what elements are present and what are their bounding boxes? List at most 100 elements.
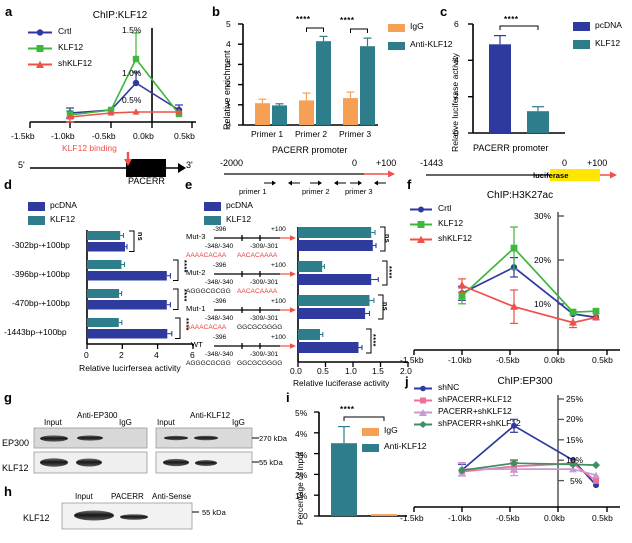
legend-item-shklf12: shKLF12 [58, 58, 93, 68]
panel-e-xlabel: Relative luciferase activity [293, 378, 390, 388]
panel-a-xtick-4: 0.5kb [174, 131, 195, 141]
panel-d-label: d [4, 177, 12, 192]
panel-c-construct-map [426, 169, 617, 181]
panel-b-map-right: +100 [376, 158, 397, 168]
panel-f-xtick-1: -1.0kb [448, 355, 472, 365]
panel-b-primer3-label: primer 3 [345, 187, 373, 196]
panel-d-cat-396: -396bp-+100bp [12, 269, 70, 279]
panel-a-plot [29, 28, 196, 128]
panel-a-xtick-0: -1.5kb [11, 131, 35, 141]
panel-a-xtick-2: -0.5kb [92, 131, 116, 141]
panel-c-map-right: +100 [587, 158, 608, 168]
panel-j-ytick-20: 20% [566, 414, 584, 424]
panel-j-legend-shnc: shNC [438, 382, 460, 392]
panel-j-plot [413, 395, 620, 512]
panel-d-cat-470: -470bp-+100bp [12, 298, 70, 308]
panel-f-legend-klf12: KLF12 [438, 218, 464, 228]
panel-e-wt-site1: -348/-340 [205, 351, 234, 358]
panel-b-xtick-primer3: Primer 3 [339, 129, 372, 139]
panel-e-mut1-site1: -348/-340 [205, 315, 234, 322]
panel-b-ytick-0: 0 [226, 120, 231, 130]
panel-e-mut2-left: -396 [213, 262, 227, 269]
panel-e-sig-wt: **** [369, 334, 376, 347]
panel-e-xtick-20: 2.0 [400, 366, 412, 376]
panel-j-ytick-5: 5% [570, 476, 583, 486]
panel-j-label: j [405, 374, 409, 389]
panel-e-mut3-seq2: AACACAAAA [237, 252, 278, 259]
panel-c-legend-swatch-pcdna [573, 22, 590, 31]
panel-j-ytick-10: 10% [566, 455, 584, 465]
panel-h-lane-input: Input [75, 492, 93, 501]
panel-e-mut1-seq1: AAAACACAA [186, 324, 227, 331]
panel-a-title: ChIP:KLF12 [92, 10, 148, 21]
panel-j-xtick-4: 0.5kb [592, 513, 613, 523]
panel-b-plot [238, 23, 378, 126]
panel-e-construct-mut3-name: Mut-3 [186, 232, 206, 241]
panel-e-wt-seq2: GGCGCGGGG [237, 360, 283, 367]
panel-c-legend-klf12: KLF12 [595, 38, 621, 48]
panel-h-label: h [4, 484, 12, 499]
panel-e-label: e [185, 177, 193, 192]
panel-b-xtick-primer2: Primer 2 [295, 129, 328, 139]
panel-d-xtick-2: 2 [119, 350, 124, 360]
panel-i-label: i [286, 390, 290, 405]
panel-i-ytick-5: 5% [295, 408, 308, 418]
legend-item-crtl: Crtl [58, 26, 72, 36]
panel-e-mut2-site2: -309/-301 [250, 279, 279, 286]
panel-j-xtick-2: -0.5kb [496, 513, 520, 523]
panel-c-plot [468, 23, 565, 134]
panel-h-marker-55: 55 kDa [202, 508, 226, 517]
panel-i-sig: **** [340, 405, 355, 414]
panel-j-legend-pacerr-shklf12: PACERR+shKLF12 [438, 406, 512, 416]
panel-j-xtick-3: 0.0kb [544, 513, 565, 523]
panel-e-construct-mut1-name: Mut-1 [186, 304, 206, 313]
panel-b-xtick-primer1: Primer 1 [251, 129, 284, 139]
panel-g-label: g [4, 390, 12, 405]
panel-i-ytick-2: 2% [295, 470, 308, 480]
panel-j-legend-shpacerr-klf12: shPACERR+KLF12 [438, 394, 512, 404]
panel-f-legend-crtl: Crtl [438, 203, 452, 213]
panel-b-ytick-1: 1 [226, 100, 231, 110]
panel-e-wt-map [214, 343, 296, 349]
panel-e-xtick-00: 0.0 [290, 366, 302, 376]
panel-f-xtick-0: -1.5kb [400, 355, 424, 365]
panel-d-xtick-0: 0 [84, 350, 89, 360]
panel-b-sig-2: **** [340, 16, 355, 25]
panel-b-ytick-2: 2 [226, 79, 231, 89]
panel-e-mut3-site2: -309/-301 [250, 243, 279, 250]
panel-b-xlabel: PACERR promoter [272, 145, 348, 155]
panel-e-mut2-seq2: AACACAAAA [237, 288, 278, 295]
panel-b-primer1-label: primer 1 [239, 187, 267, 196]
panel-b-promoter-map [224, 170, 395, 186]
panel-f-xtick-4: 0.5kb [592, 355, 613, 365]
panel-e-wt-seq1: AGGGCGCGG [186, 360, 231, 367]
panel-f-label: f [407, 177, 412, 192]
panel-a-ytick-10: 1.0% [122, 68, 142, 78]
panel-e-mut3-seq1: AAAACACAA [186, 252, 227, 259]
panel-c-ytick-6: 6 [454, 19, 459, 29]
panel-i-legend-swatch-igg [362, 428, 379, 436]
panel-f-plot [413, 212, 620, 355]
panel-h-row-label-klf12: KLF12 [23, 513, 50, 523]
panel-b-legend-igg: IgG [410, 21, 424, 31]
panel-d-xtick-4: 4 [154, 350, 159, 360]
panel-c-ytick-4: 4 [454, 55, 459, 65]
panel-f-ytick-30: 30% [534, 211, 552, 221]
panel-e-legend-klf12: KLF12 [226, 214, 252, 224]
panel-e-xtick-05: 0.5 [317, 366, 329, 376]
panel-e-mut2-map [214, 271, 296, 277]
panel-c-ytick-2: 2 [454, 91, 459, 101]
panel-d-xtick-6: 6 [190, 350, 195, 360]
panel-g-marker-270: 270 kDa [259, 434, 287, 443]
panel-e-plot [297, 226, 409, 367]
panel-i-legend-swatch-antiklf12 [362, 444, 379, 452]
panel-i-legend-igg: IgG [384, 425, 398, 435]
panel-d-cat-302: -302bp-+100bp [12, 240, 70, 250]
panel-i-ytick-1: 1% [295, 491, 308, 501]
panel-f-legend-shklf12: shKLF12 [438, 233, 473, 243]
panel-i-plot [314, 411, 407, 517]
panel-g-lane-antiep300: Anti-EP300 [77, 411, 118, 420]
panel-g-lane-antiklf12: Anti-KLF12 [190, 411, 231, 420]
panel-e-legend-swatch-klf12 [204, 216, 221, 225]
panel-c-reporter-label: luciferase [533, 171, 569, 180]
